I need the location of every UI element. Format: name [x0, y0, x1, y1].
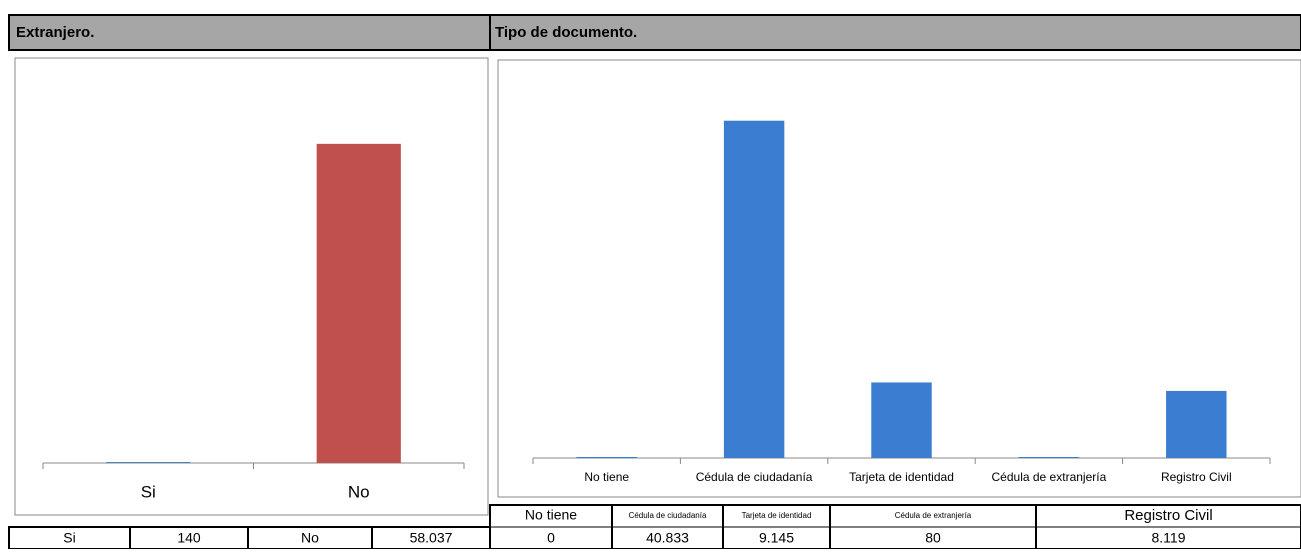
table-cell: 0: [547, 530, 555, 546]
table-cell: 8.119: [1152, 530, 1186, 546]
table-header: Cédula de ciudadanía: [629, 511, 707, 520]
chart-frame: [497, 59, 1301, 498]
x-tick-label: No: [348, 482, 370, 501]
bar: [723, 120, 785, 459]
bar: [1166, 390, 1227, 458]
table-cell: Si: [63, 530, 75, 546]
table-header: Cédula de extranjería: [895, 511, 972, 520]
chart-title: Tipo de documento.: [495, 24, 637, 41]
table-cell: No: [301, 530, 319, 546]
chart-frame: [14, 57, 489, 516]
x-tick-label: Registro Civil: [1161, 470, 1232, 484]
bar: [316, 143, 401, 464]
table-header: Registro Civil: [1124, 507, 1212, 524]
x-tick-label: Si: [141, 482, 156, 501]
table-cell: 140: [177, 530, 201, 546]
bar: [576, 457, 637, 458]
table-header: Tarjeta de identidad: [742, 511, 812, 520]
bar: [106, 462, 191, 463]
table-cell: 9.145: [759, 530, 794, 546]
table-cell: 80: [925, 530, 941, 546]
x-tick-label: Cédula de ciudadanía: [696, 470, 813, 484]
chart-title: Extranjero.: [16, 24, 94, 41]
x-tick-label: Tarjeta de identidad: [849, 470, 954, 484]
table-cell: 40.833: [646, 530, 689, 546]
bar: [1018, 457, 1080, 458]
table-cell: 58.037: [410, 530, 453, 546]
x-tick-label: No tiene: [584, 470, 629, 484]
bar: [871, 382, 932, 458]
header-bar: [8, 14, 1301, 51]
table-header: No tiene: [525, 507, 577, 523]
x-tick-label: Cédula de extranjería: [992, 470, 1107, 484]
